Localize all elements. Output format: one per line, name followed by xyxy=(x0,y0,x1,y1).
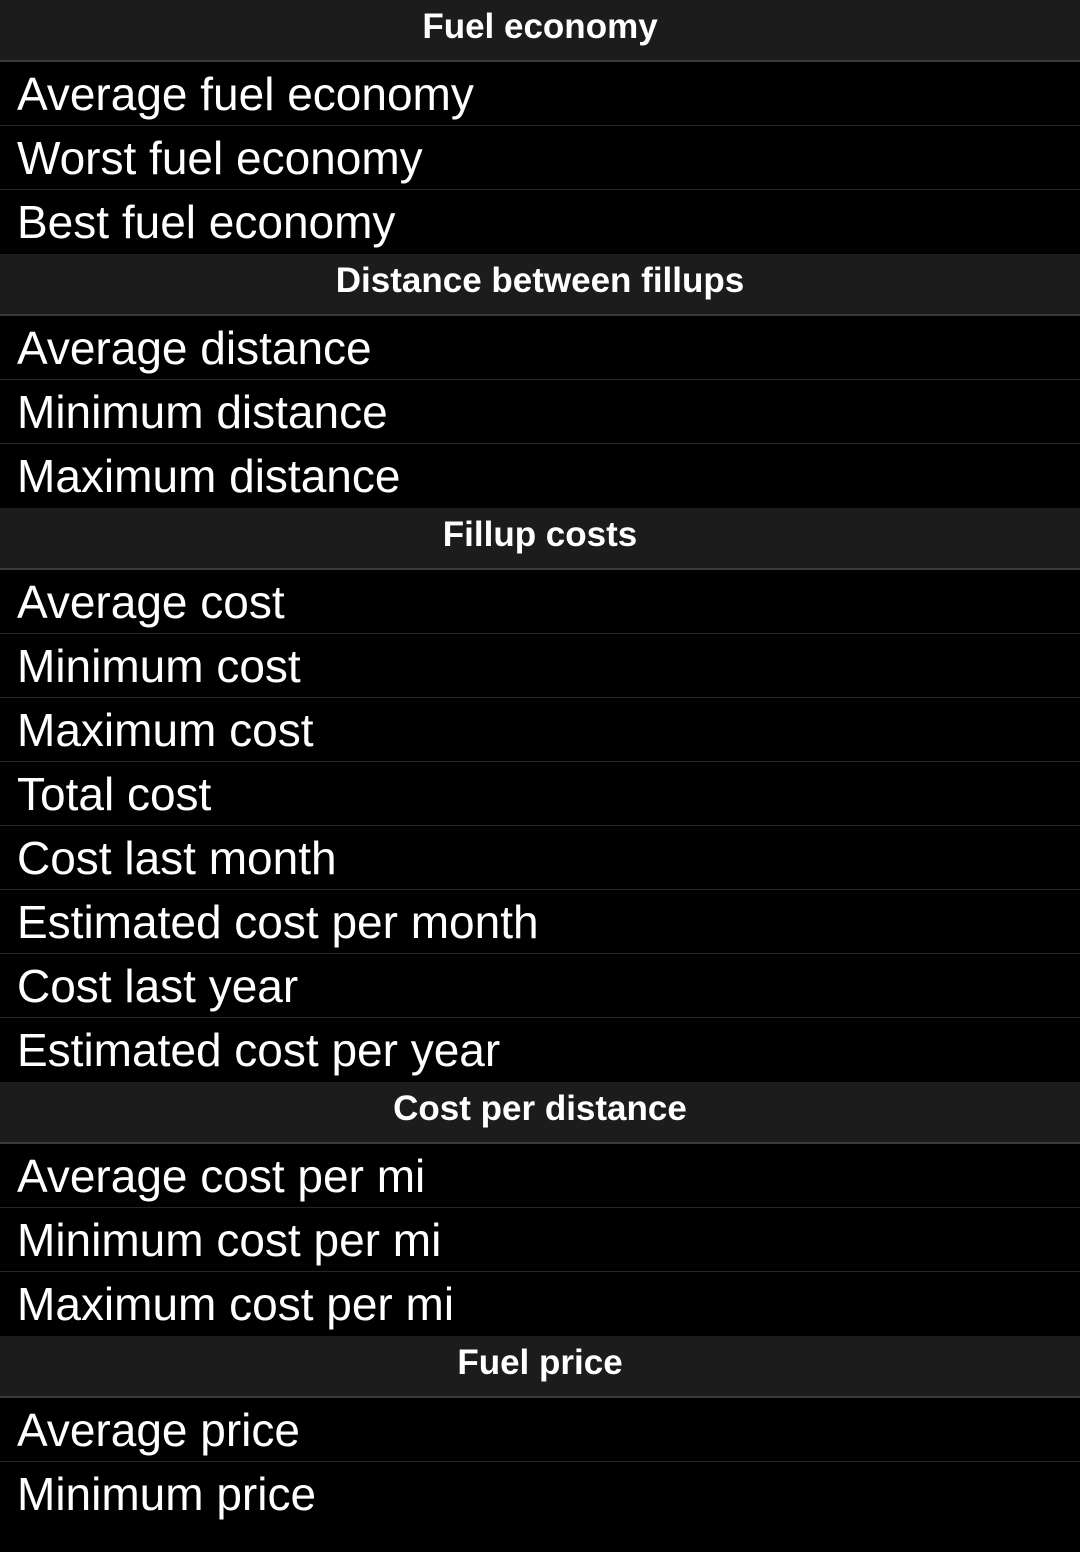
section-header-fillup-costs: Fillup costs xyxy=(0,508,1080,570)
section-header-fuel-economy: Fuel economy xyxy=(0,0,1080,62)
stat-minimum-distance[interactable]: Minimum distance xyxy=(0,380,1080,444)
stat-total-cost[interactable]: Total cost xyxy=(0,762,1080,826)
section-header-cost-per-distance: Cost per distance xyxy=(0,1082,1080,1144)
stat-estimated-cost-per-year[interactable]: Estimated cost per year xyxy=(0,1018,1080,1082)
stat-maximum-cost[interactable]: Maximum cost xyxy=(0,698,1080,762)
stat-cost-last-month[interactable]: Cost last month xyxy=(0,826,1080,890)
stat-average-cost[interactable]: Average cost xyxy=(0,570,1080,634)
stat-maximum-distance[interactable]: Maximum distance xyxy=(0,444,1080,508)
stat-minimum-cost[interactable]: Minimum cost xyxy=(0,634,1080,698)
stat-average-cost-per-mi[interactable]: Average cost per mi xyxy=(0,1144,1080,1208)
stat-minimum-cost-per-mi[interactable]: Minimum cost per mi xyxy=(0,1208,1080,1272)
stat-worst-fuel-economy[interactable]: Worst fuel economy xyxy=(0,126,1080,190)
section-header-fuel-price: Fuel price xyxy=(0,1336,1080,1398)
stat-minimum-price[interactable]: Minimum price xyxy=(0,1462,1080,1526)
stat-average-price[interactable]: Average price xyxy=(0,1398,1080,1462)
stat-cost-last-year[interactable]: Cost last year xyxy=(0,954,1080,1018)
stat-average-fuel-economy[interactable]: Average fuel economy xyxy=(0,62,1080,126)
stat-best-fuel-economy[interactable]: Best fuel economy xyxy=(0,190,1080,254)
stat-estimated-cost-per-month[interactable]: Estimated cost per month xyxy=(0,890,1080,954)
section-header-distance-between-fillups: Distance between fillups xyxy=(0,254,1080,316)
stat-average-distance[interactable]: Average distance xyxy=(0,316,1080,380)
stat-maximum-cost-per-mi[interactable]: Maximum cost per mi xyxy=(0,1272,1080,1336)
